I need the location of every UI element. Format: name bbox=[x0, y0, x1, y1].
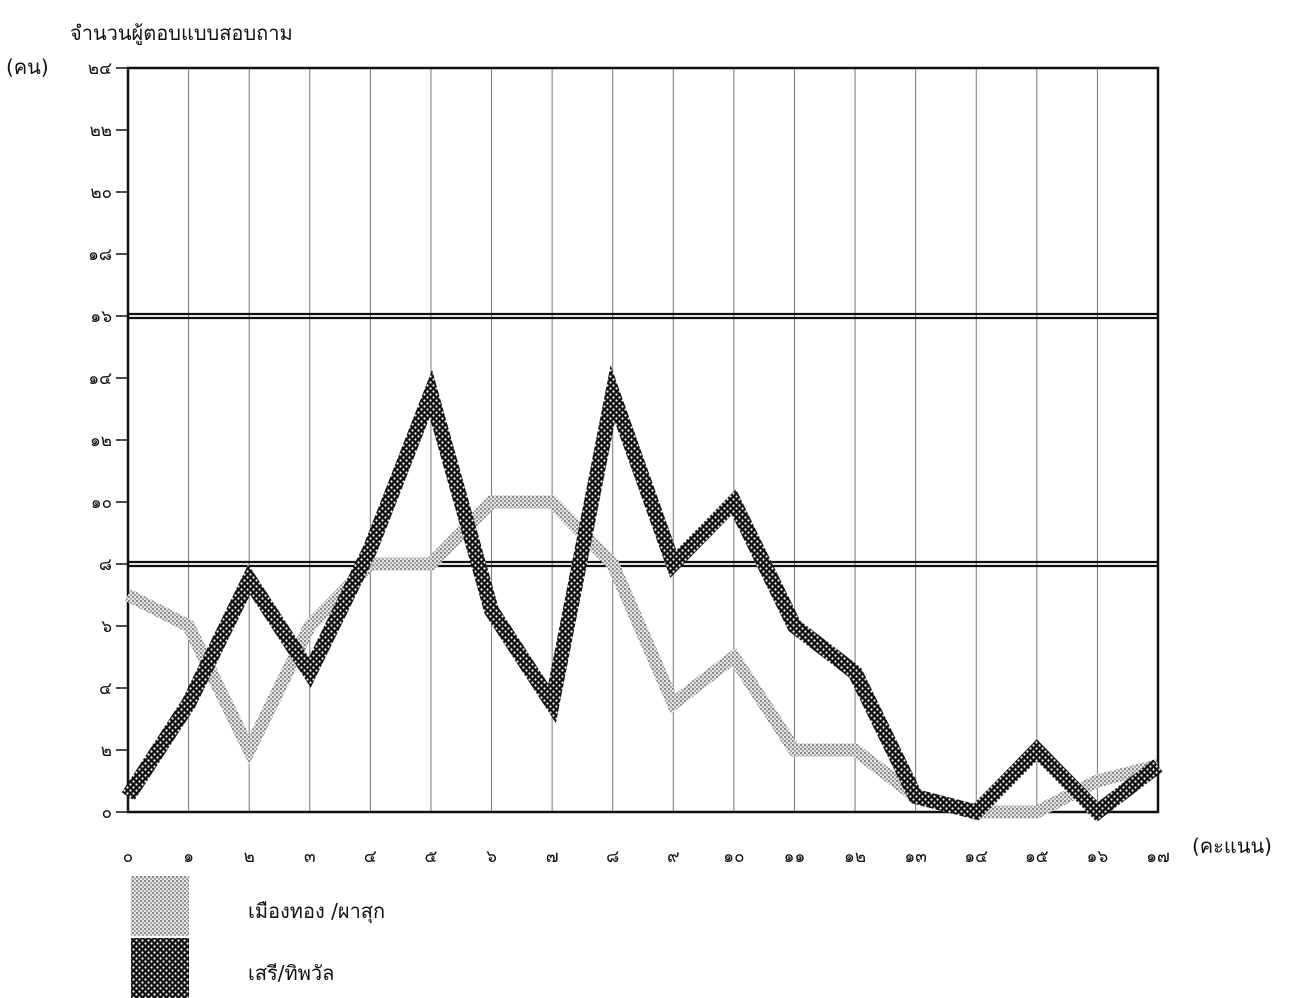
x-tick-label-9: ๙ bbox=[667, 847, 679, 867]
y-tick-label-4: ๔ bbox=[99, 679, 112, 699]
x-tick-label-3: ๓ bbox=[304, 847, 316, 867]
y-tick-label-0: ๐ bbox=[102, 803, 112, 823]
x-tick-label-15: ๑๕ bbox=[1025, 847, 1049, 867]
y-tick-label-14: ๑๔ bbox=[88, 369, 112, 389]
plot-border bbox=[126, 66, 1160, 814]
x-tick-label-1: ๑ bbox=[183, 847, 194, 867]
y-axis-unit: (คน) bbox=[6, 55, 49, 79]
y-tick-label-18: ๑๘ bbox=[88, 245, 112, 265]
x-tick-label-17: ๑๗ bbox=[1146, 847, 1170, 867]
x-tick-label-2: ๒ bbox=[244, 847, 255, 867]
plot-frame bbox=[126, 66, 1160, 814]
y-tick-label-16: ๑๖ bbox=[90, 307, 112, 327]
y-tick-label-22: ๒๒ bbox=[90, 121, 112, 141]
y-tick-label-12: ๑๒ bbox=[90, 431, 112, 451]
x-tick-label-8: ๘ bbox=[606, 847, 619, 867]
x-tick-label-12: ๑๒ bbox=[844, 847, 866, 867]
y-axis-title: จำนวนผู้ตอบแบบสอบถาม bbox=[70, 21, 293, 46]
x-tick-label-0: ๐ bbox=[123, 847, 133, 867]
series-lines bbox=[121, 365, 1163, 823]
x-tick-label-16: ๑๖ bbox=[1087, 847, 1109, 867]
x-tick-label-4: ๔ bbox=[364, 847, 377, 867]
grid-lines bbox=[188, 68, 1098, 812]
y-tick-label-24: ๒๔ bbox=[88, 59, 112, 79]
x-axis-unit: (คะแนน) bbox=[1192, 834, 1272, 858]
y-tick-label-8: ๘ bbox=[99, 555, 112, 575]
y-tick-label-20: ๒๐ bbox=[90, 183, 112, 203]
x-tick-label-7: ๗ bbox=[546, 847, 559, 867]
series-line-0 bbox=[125, 495, 1160, 819]
legend-swatch-1 bbox=[131, 938, 189, 998]
legend-label-0: เมืองทอง /ผาสุก bbox=[248, 899, 385, 924]
x-tick-label-13: ๑๓ bbox=[904, 847, 926, 867]
x-tick-label-11: ๑๑ bbox=[784, 847, 806, 867]
x-axis-ticks: ๐๑๒๓๔๕๖๗๘๙๑๐ ๑๑ ๑๒ ๑๓ ๑๔ ๑๕ ๑๖ ๑๗ bbox=[123, 847, 1170, 867]
x-tick-label-6: ๖ bbox=[486, 847, 497, 867]
x-tick-label-10: ๑๐ bbox=[723, 847, 744, 867]
y-tick-label-2: ๒ bbox=[101, 741, 112, 761]
series-line-1 bbox=[121, 365, 1163, 823]
y-tick-label-6: ๖ bbox=[101, 617, 112, 637]
legend-label-1: เสรี/ทิพวัล bbox=[248, 961, 334, 985]
x-tick-label-5: ๕ bbox=[425, 847, 438, 867]
legend-swatch-0 bbox=[131, 876, 189, 936]
y-tick-label-10: ๑๐ bbox=[91, 493, 112, 513]
x-tick-label-14: ๑๔ bbox=[964, 847, 988, 867]
